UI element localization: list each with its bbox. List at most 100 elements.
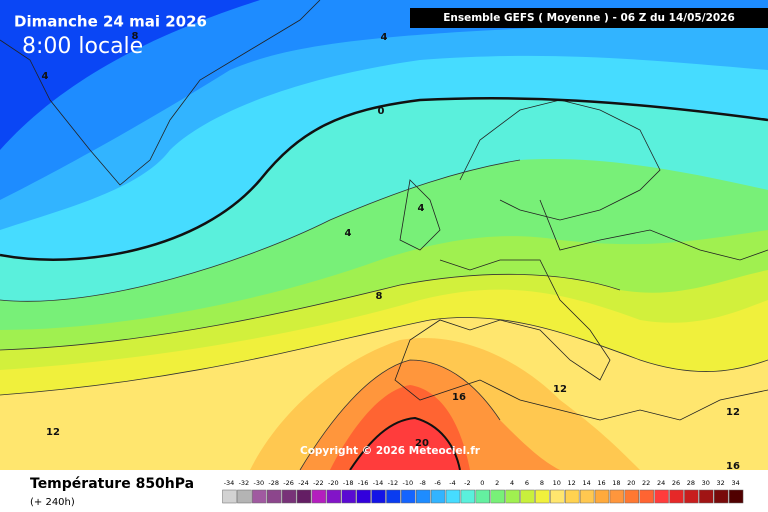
contour-label: 12 [553,384,567,395]
colorbar-label: -34 [224,479,235,487]
colorbar-label: 12 [568,479,576,487]
color-swatch [594,489,610,504]
color-swatch [460,489,476,504]
colorbar-label: 20 [627,479,635,487]
color-swatch [728,489,744,504]
color-swatch [714,489,729,504]
color-swatch [579,489,595,504]
legend-title: Température 850hPa [30,476,194,492]
colorbar-label: -24 [298,479,309,487]
colorbar-label: -12 [388,479,399,487]
colorbar-label: 18 [612,479,620,487]
color-swatch [341,489,356,504]
map-date: Dimanche 24 mai 2026 [14,13,207,31]
contour-label: 8 [376,291,383,302]
color-swatch [311,489,327,504]
color-swatch [475,489,491,504]
contour-label: 0 [378,106,385,117]
color-swatch [654,489,669,504]
contour-label: 12 [726,407,740,418]
color-swatch [416,489,431,504]
color-swatch [535,489,550,504]
colorbar-label: 10 [553,479,561,487]
contour-label: 4 [381,32,388,43]
colorbar-label: 16 [597,479,605,487]
color-swatch [699,489,714,504]
colorbar-label: 22 [642,479,650,487]
color-swatch [252,489,267,504]
colorbar-label: 26 [672,479,680,487]
colorbar-label: 28 [687,479,695,487]
contour [0,317,768,396]
colorbar-label: 4 [510,479,514,487]
colorbar-label: -4 [449,479,455,487]
contour-label: 8 [132,31,139,42]
local-time: 8:00 locale [22,34,143,59]
colorbar-label: -14 [373,479,384,487]
colorbar-label: -30 [253,479,264,487]
contour [299,359,501,471]
contour-label: 4 [345,228,352,239]
colorbar-label: 24 [657,479,665,487]
colorbar-label: 8 [540,479,544,487]
copyright: Copyright © 2026 Meteociel.fr [300,445,481,457]
color-swatch [371,489,386,504]
color-swatch [505,489,520,504]
colorbar-label: -18 [343,479,354,487]
coastline [394,259,768,421]
lead-time: (+ 240h) [30,497,75,508]
band [350,418,460,470]
color-swatch [669,489,684,504]
colorbar-label: 30 [702,479,710,487]
contour-label: 16 [452,392,466,403]
contour [0,159,521,302]
color-swatch [281,489,297,504]
run-box [410,8,768,28]
colorbar-label: -16 [358,479,369,487]
color-swatch [684,489,699,504]
contour-label: 4 [418,203,425,214]
color-swatch [565,489,580,504]
border [539,199,768,261]
contour [0,273,621,351]
color-swatch [267,489,282,504]
color-swatch [639,489,654,504]
coastline [0,0,321,186]
color-swatch [296,489,312,504]
contour-label: 20 [415,438,429,449]
color-swatch [550,489,565,504]
model-run: Ensemble GEFS ( Moyenne ) - 06 Z du 14/0… [443,12,735,24]
color-swatch [386,489,401,504]
colorbar-label: -26 [283,479,294,487]
colorbar-label: 0 [480,479,484,487]
color-swatch [356,489,371,504]
color-swatch [445,489,461,504]
color-swatch [624,489,639,504]
colorbar-label: -10 [402,479,413,487]
contour-zero [0,96,768,261]
colorbar-label: 6 [525,479,529,487]
color-swatch [222,489,237,504]
colorbar-label: -6 [434,479,440,487]
colorbar-label: -2 [464,479,470,487]
contour-label: 16 [726,461,740,472]
color-swatch [520,489,535,504]
color-swatch [326,489,342,504]
coastline [399,99,661,251]
color-swatch [609,489,625,504]
colorbar-label: 14 [582,479,590,487]
colorbar-label: -8 [419,479,425,487]
contour [349,416,461,471]
color-swatch [430,489,446,504]
contour-label: 4 [42,71,49,82]
colorbar-label: -20 [328,479,339,487]
color-swatch [490,489,505,504]
color-swatch [237,489,252,504]
colorbar-label: 34 [731,479,739,487]
colorbar-label: 32 [717,479,725,487]
color-swatch [401,489,416,504]
colorbar-label: -32 [239,479,250,487]
colorbar-label: -28 [268,479,279,487]
